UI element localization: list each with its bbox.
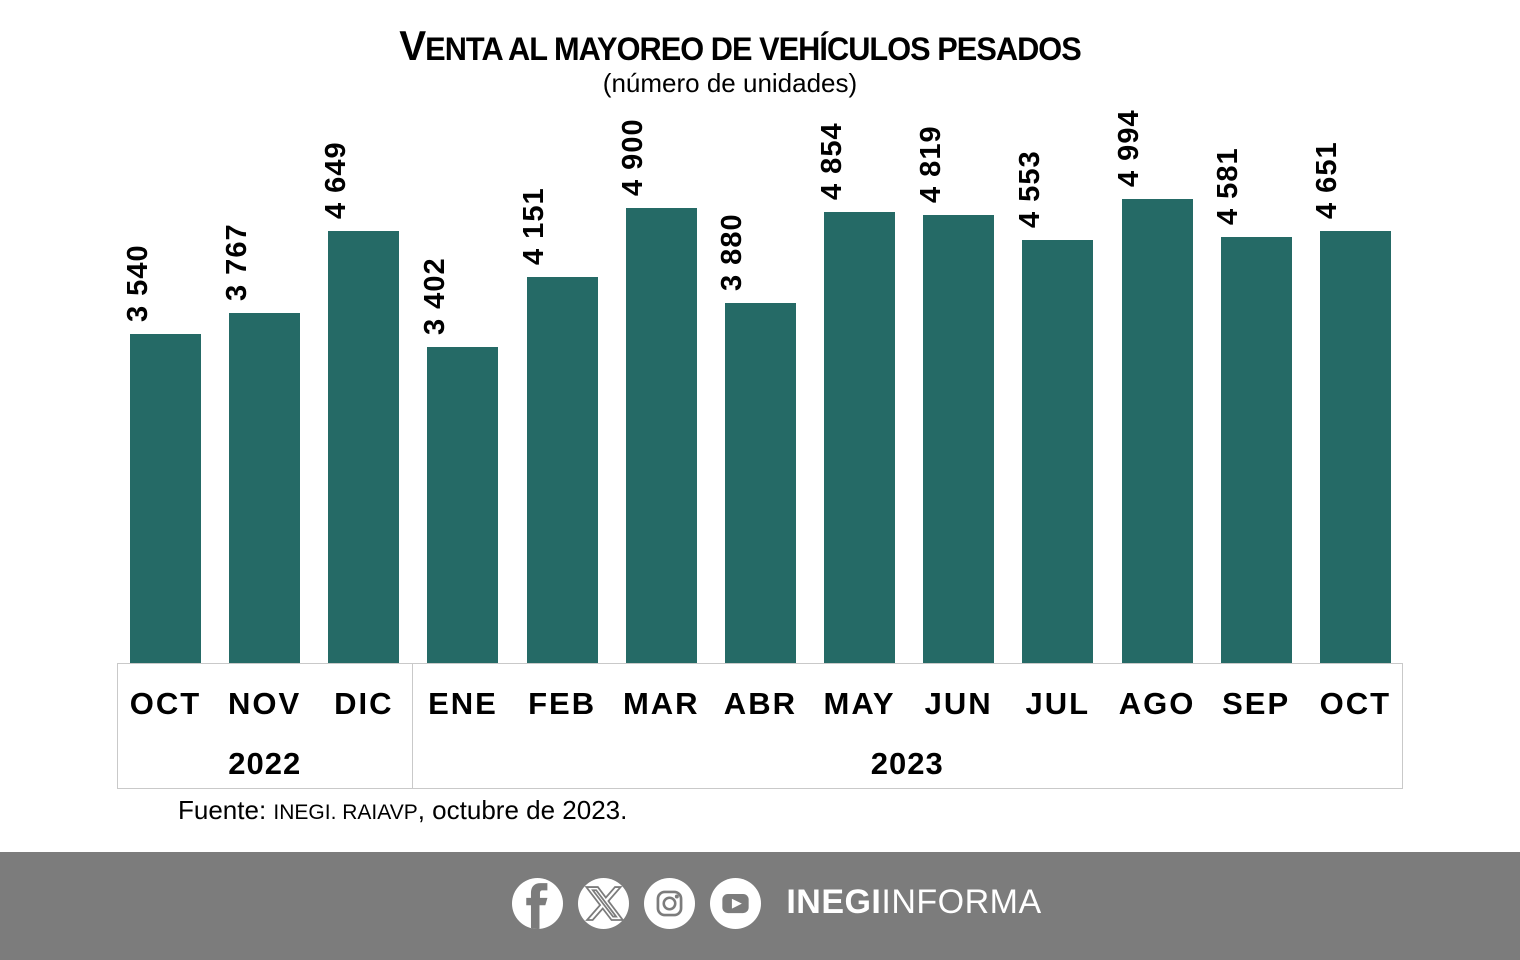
bar bbox=[1022, 240, 1094, 663]
year-label: 2022 bbox=[228, 746, 302, 781]
bar bbox=[1121, 199, 1193, 663]
x-axis-label: SEP bbox=[1222, 686, 1291, 721]
x-axis-label: JUN bbox=[924, 686, 993, 721]
bar-value-label: 4 651 bbox=[1311, 141, 1344, 219]
bar-value-label: 3 402 bbox=[418, 257, 451, 335]
x-axis-label: NOV bbox=[228, 686, 302, 721]
x-axis-label: OCT bbox=[1319, 686, 1392, 721]
bar bbox=[824, 212, 896, 663]
instagram-icon[interactable] bbox=[644, 877, 696, 929]
brand-inegi: INEGI bbox=[786, 882, 882, 921]
source-note: Fuente: INEGI. RAIAVP, octubre de 2023. bbox=[178, 795, 627, 826]
bar-value-label: 4 900 bbox=[617, 118, 650, 196]
chart-title: VENTA AL MAYOREO DE VEHÍCULOS PESADOS bbox=[399, 22, 1081, 69]
bar-value-label: 4 819 bbox=[914, 125, 947, 203]
source-suffix: , octubre de 2023. bbox=[417, 795, 628, 825]
x-axis-label: MAR bbox=[622, 686, 700, 721]
source-org: INEGI. RAIAVP bbox=[273, 801, 418, 824]
bar bbox=[1220, 237, 1292, 663]
x-axis-label: AGO bbox=[1118, 686, 1196, 721]
bar bbox=[427, 347, 499, 663]
x-axis-label: OCT bbox=[129, 686, 202, 721]
youtube-icon[interactable] bbox=[710, 877, 762, 929]
bar-value-label: 3 880 bbox=[716, 213, 749, 291]
x-icon[interactable] bbox=[578, 877, 630, 929]
bar-value-label: 4 854 bbox=[815, 122, 848, 200]
year-label: 2023 bbox=[870, 746, 944, 781]
bar bbox=[625, 208, 697, 663]
bar bbox=[229, 313, 301, 663]
bar bbox=[526, 277, 598, 663]
bar bbox=[130, 334, 201, 663]
bar bbox=[923, 215, 995, 663]
bar bbox=[1319, 231, 1391, 663]
x-axis-label: ENE bbox=[428, 686, 498, 721]
chart-subtitle: (número de unidades) bbox=[602, 68, 858, 98]
x-axis-label: MAY bbox=[823, 686, 896, 721]
x-axis-label: FEB bbox=[528, 686, 597, 721]
bar-value-label: 4 994 bbox=[1113, 109, 1145, 187]
x-axis-box bbox=[117, 663, 1403, 789]
bar-value-label: 4 581 bbox=[1212, 147, 1245, 225]
bar-value-label: 4 553 bbox=[1013, 150, 1046, 228]
bar-value-label: 4 151 bbox=[518, 187, 551, 265]
x-axis-label: ABR bbox=[723, 686, 797, 721]
footer-bar: INEGIINFORMA bbox=[0, 852, 1520, 960]
bar-value-label: 4 649 bbox=[319, 141, 352, 219]
brand-informa: INFORMA bbox=[881, 882, 1042, 921]
bar bbox=[724, 303, 796, 663]
year-divider bbox=[412, 663, 413, 789]
facebook-icon[interactable] bbox=[512, 877, 564, 929]
brand-wordmark: INEGIINFORMA bbox=[786, 883, 1041, 922]
source-prefix: Fuente: bbox=[178, 795, 274, 825]
x-axis-label: JUL bbox=[1025, 686, 1091, 721]
bar-value-label: 3 540 bbox=[121, 244, 154, 322]
bar bbox=[328, 231, 400, 663]
bar-value-label: 3 767 bbox=[220, 223, 253, 301]
bar-chart: 3 540 OCT 3 767 NOV 4 649 DIC 3 402 ENE 4 151 FEB… bbox=[117, 109, 1403, 789]
x-axis-label: DIC bbox=[334, 686, 394, 721]
